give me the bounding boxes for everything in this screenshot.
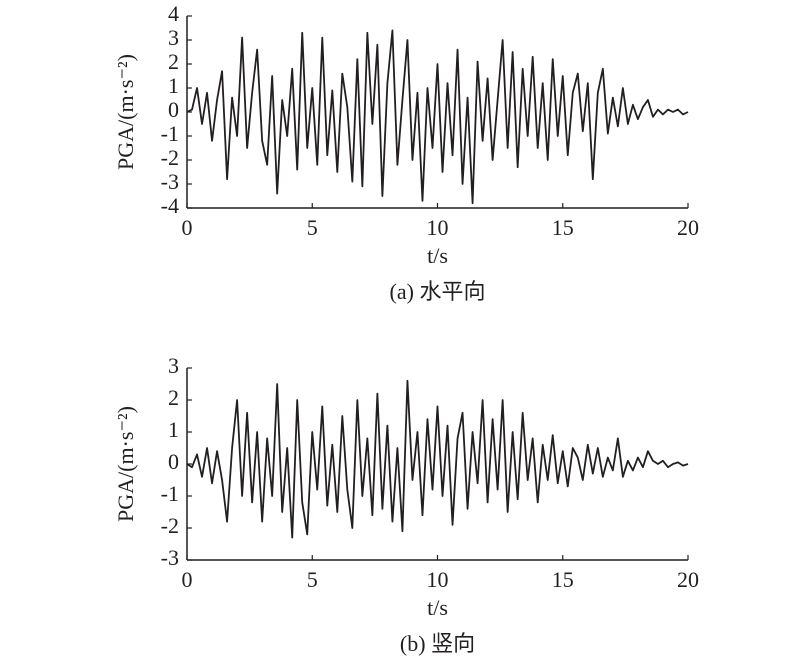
- x-tick-label: 15: [552, 215, 574, 240]
- x-tick-label: 0: [182, 567, 193, 592]
- caption: (a) 水平向: [390, 279, 486, 304]
- y-tick-label: -2: [161, 145, 179, 170]
- series-line: [186, 29, 689, 205]
- y-tick-label: -3: [161, 545, 179, 570]
- y-tick-label: 4: [168, 1, 179, 26]
- x-tick-label: 5: [307, 215, 318, 240]
- x-tick-label: 20: [677, 215, 699, 240]
- y-tick-label: -1: [161, 481, 179, 506]
- x-tick-label: 15: [552, 567, 574, 592]
- y-tick-label: -4: [161, 193, 179, 218]
- y-tick-label: 2: [168, 49, 179, 74]
- y-tick-label: -1: [161, 121, 179, 146]
- x-tick-label: 5: [307, 567, 318, 592]
- caption: (b) 竖向: [400, 631, 475, 656]
- x-axis-label: t/s: [427, 595, 448, 620]
- y-tick-label: -3: [161, 169, 179, 194]
- y-tick-label: 3: [168, 353, 179, 378]
- x-tick-label: 0: [182, 215, 193, 240]
- x-tick-label: 10: [427, 215, 449, 240]
- y-axis-label: PGA/(m·s⁻²): [113, 54, 138, 170]
- x-axis-label: t/s: [427, 243, 448, 268]
- y-axis-label: PGA/(m·s⁻²): [113, 406, 138, 522]
- y-tick-label: 3: [168, 25, 179, 50]
- y-tick-label: 2: [168, 385, 179, 410]
- x-tick-label: 10: [427, 567, 449, 592]
- y-tick-label: 0: [168, 449, 179, 474]
- y-tick-label: 1: [168, 73, 179, 98]
- y-tick-label: -2: [161, 513, 179, 538]
- y-tick-label: 0: [168, 97, 179, 122]
- y-tick-label: 1: [168, 417, 179, 442]
- series-line: [186, 379, 689, 539]
- x-tick-label: 20: [677, 567, 699, 592]
